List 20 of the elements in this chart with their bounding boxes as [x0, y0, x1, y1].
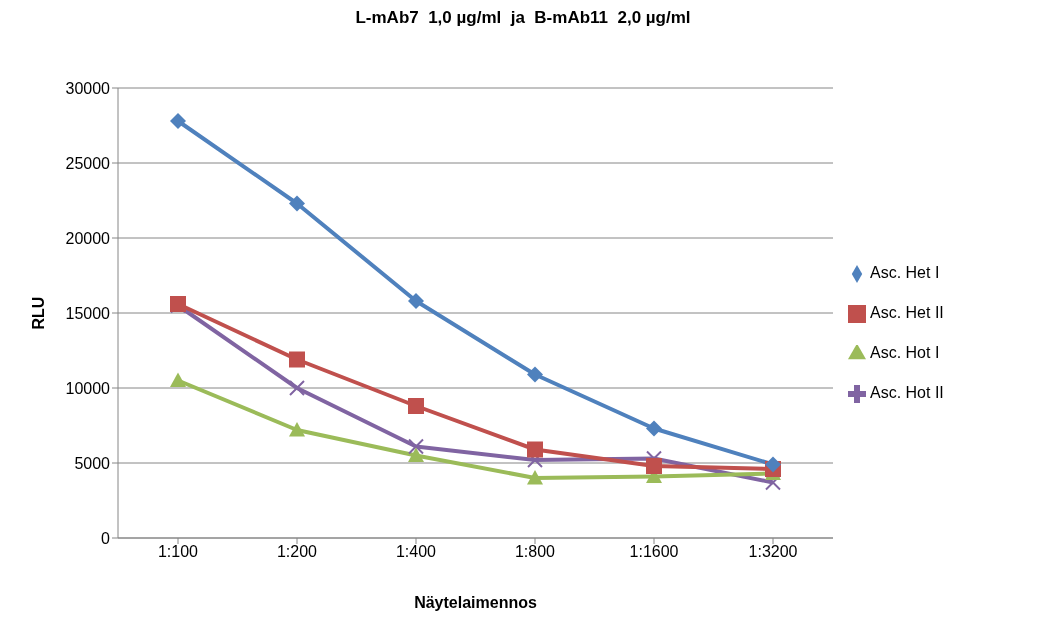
- x-tick-label: 1:400: [395, 543, 437, 561]
- x-tick-label: 1:1600: [629, 543, 679, 561]
- y-tick-label: 10000: [65, 379, 111, 397]
- x-tick-label: 1:100: [157, 543, 199, 561]
- y-tick-label: 15000: [65, 304, 111, 322]
- y-axis-title: RLU: [29, 296, 47, 330]
- y-tick-label: 0: [101, 529, 111, 547]
- legend-label: Asc. Het II: [870, 304, 944, 321]
- y-tick-label: 20000: [65, 229, 111, 247]
- y-tick-label: 5000: [74, 454, 111, 472]
- x-tick-label: 1:800: [514, 543, 556, 561]
- x-axis-title: Näytelaimennos: [414, 594, 537, 611]
- chart-title: L-mAb7 1,0 µg/ml ja B-mAb11 2,0 µg/ml: [354, 8, 692, 29]
- legend-label: Asc. Hot I: [870, 344, 940, 361]
- x-tick-label: 1:200: [276, 543, 318, 561]
- legend-label: Asc. Het I: [870, 264, 940, 281]
- y-tick-label: 25000: [65, 154, 111, 172]
- legend-label: Asc. Hot II: [870, 384, 944, 401]
- x-tick-label: 1:3200: [748, 543, 798, 561]
- y-tick-label: 30000: [65, 79, 111, 97]
